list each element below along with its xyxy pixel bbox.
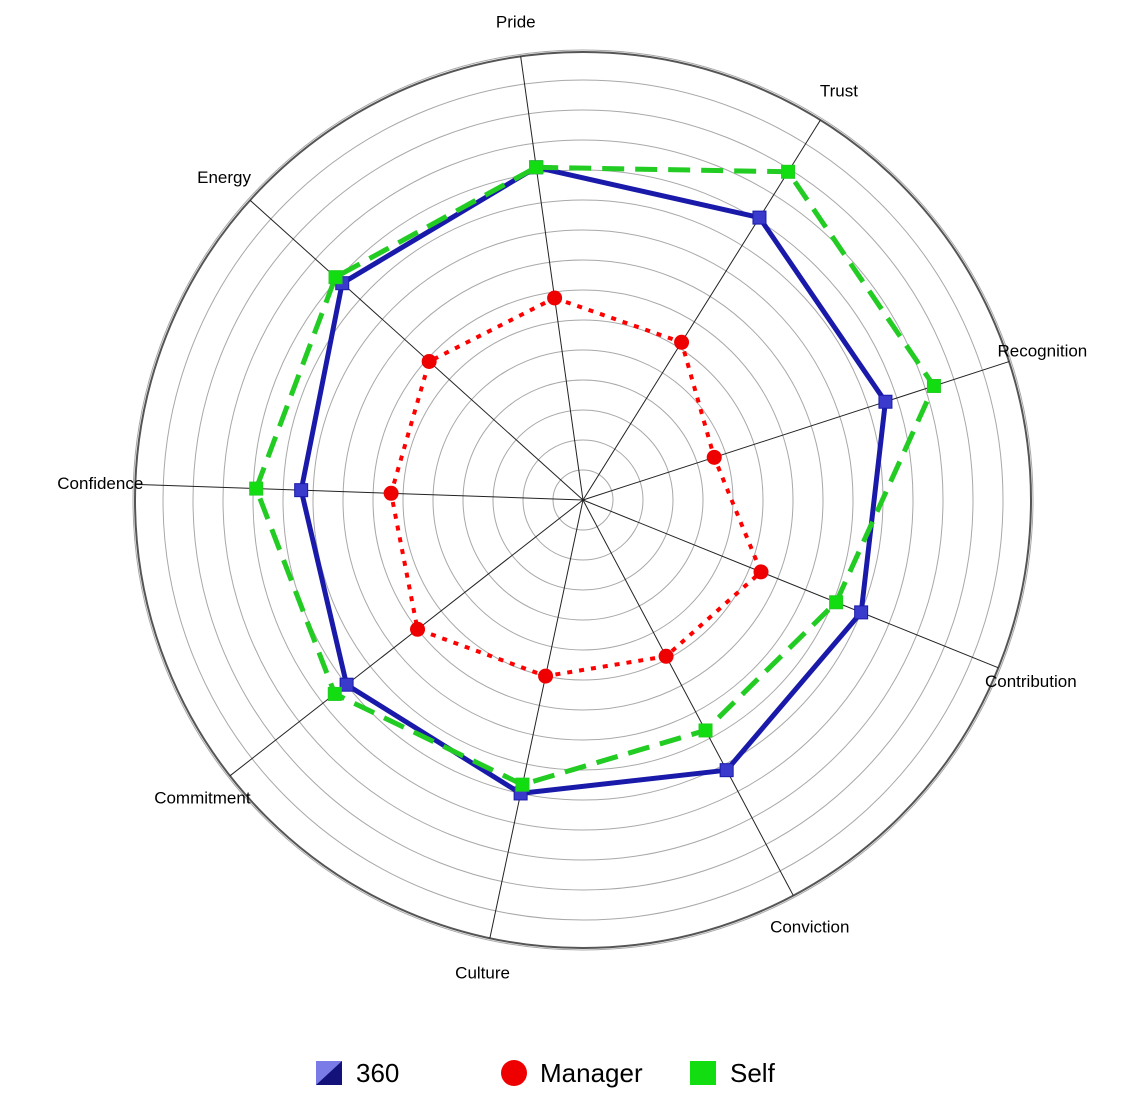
data-point (294, 483, 309, 498)
axis-label-layer: Pride Trust Recognition Contribution Convict… (57, 13, 1087, 983)
data-point (421, 353, 437, 369)
series-line-360 (298, 164, 888, 796)
grid-ring (522, 439, 644, 561)
data-point (698, 723, 713, 738)
axis-label-contribution: Contribution (985, 672, 1077, 691)
data-point (327, 686, 342, 701)
data-point (410, 621, 426, 637)
data-point (529, 160, 544, 175)
axis-spoke (582, 361, 1010, 501)
axis-spoke (582, 499, 794, 896)
data-point (719, 763, 734, 778)
axis-label-pride: Pride (496, 13, 536, 32)
legend-label: Manager (540, 1058, 643, 1088)
grid-ring (312, 229, 854, 771)
legend-item-self: Self (690, 1058, 776, 1088)
series-line-self (253, 164, 937, 788)
series-self (249, 160, 941, 792)
grid-ring (462, 379, 704, 621)
series-line-manager (389, 296, 763, 679)
data-point (515, 777, 530, 792)
axis-spoke (249, 199, 584, 501)
legend-swatch (501, 1060, 527, 1086)
data-point (854, 605, 869, 620)
axis-spoke (229, 499, 584, 777)
legend-item-manager: Manager (501, 1058, 643, 1088)
grid-ring (342, 259, 824, 741)
grid-ring (132, 49, 1034, 951)
legend-label: Self (730, 1058, 776, 1088)
axis-spoke (582, 499, 999, 669)
axis-label-energy: Energy (197, 168, 251, 187)
legend-swatch (690, 1061, 716, 1085)
axis-label-conviction: Conviction (770, 917, 849, 936)
axis-label-confidence: Confidence (57, 474, 143, 493)
outer-ring (134, 51, 1032, 949)
data-point (829, 595, 844, 610)
spoke-layer (135, 56, 1010, 939)
series-manager (383, 290, 769, 684)
series-layer (249, 160, 941, 801)
data-point (753, 564, 769, 580)
data-point (781, 164, 796, 179)
data-point (383, 485, 399, 501)
axis-label-culture: Culture (455, 963, 510, 982)
data-point (538, 668, 554, 684)
axis-spoke (135, 483, 584, 501)
axis-label-commitment: Commitment (154, 788, 251, 807)
axis-spoke (520, 56, 584, 501)
legend-item-360: 360 (316, 1058, 399, 1088)
grid-ring (552, 469, 614, 531)
grid-ring (492, 409, 674, 591)
data-point (328, 270, 343, 285)
data-point (878, 394, 893, 409)
data-point (547, 290, 563, 306)
data-point (706, 449, 722, 465)
axis-spoke (582, 119, 821, 501)
grid-ring (372, 289, 794, 711)
data-point (658, 648, 674, 664)
grid-ring (402, 319, 764, 681)
axis-label-recognition: Recognition (997, 342, 1087, 361)
legend: 360 Manager Self (316, 1058, 776, 1088)
data-point (926, 378, 941, 393)
grid-ring (222, 139, 944, 861)
axis-spoke (489, 499, 584, 939)
grid-ring (162, 79, 1004, 921)
data-point (674, 334, 690, 350)
legend-swatch-shade (316, 1061, 342, 1085)
legend-label: 360 (356, 1058, 399, 1088)
axis-label-trust: Trust (820, 81, 858, 100)
grid-ring (192, 109, 974, 891)
data-point (249, 481, 264, 496)
data-point (752, 210, 767, 225)
data-point (339, 677, 354, 692)
